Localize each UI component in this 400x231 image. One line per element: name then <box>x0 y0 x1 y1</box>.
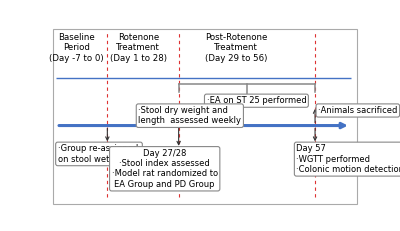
Text: Post-Rotenone
Treatment
(Day 29 to 56): Post-Rotenone Treatment (Day 29 to 56) <box>205 33 267 63</box>
Text: Day 57
·WGTT performed
·Colonic motion detection: Day 57 ·WGTT performed ·Colonic motion d… <box>296 144 400 174</box>
Text: Day 27/28
·Stool index assessed
·Model rat randomized to
EA Group and PD Group: Day 27/28 ·Stool index assessed ·Model r… <box>112 149 218 189</box>
Text: Rotenone
Treatment
(Day 1 to 28): Rotenone Treatment (Day 1 to 28) <box>110 33 167 63</box>
Text: ·EA on ST 25 performed: ·EA on ST 25 performed <box>206 96 306 105</box>
Text: Baseline
Period
(Day -7 to 0): Baseline Period (Day -7 to 0) <box>49 33 104 63</box>
Text: ·Animals sacrificed: ·Animals sacrificed <box>318 106 398 115</box>
Text: ·Stool dry weight and
length  assessed weekly: ·Stool dry weight and length assessed we… <box>138 106 241 125</box>
Text: ·Group re-assigned
on stool wet weight: ·Group re-assigned on stool wet weight <box>58 144 140 164</box>
